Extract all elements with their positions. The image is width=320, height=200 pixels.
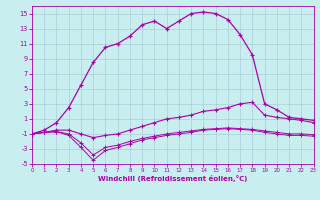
X-axis label: Windchill (Refroidissement éolien,°C): Windchill (Refroidissement éolien,°C): [98, 175, 247, 182]
